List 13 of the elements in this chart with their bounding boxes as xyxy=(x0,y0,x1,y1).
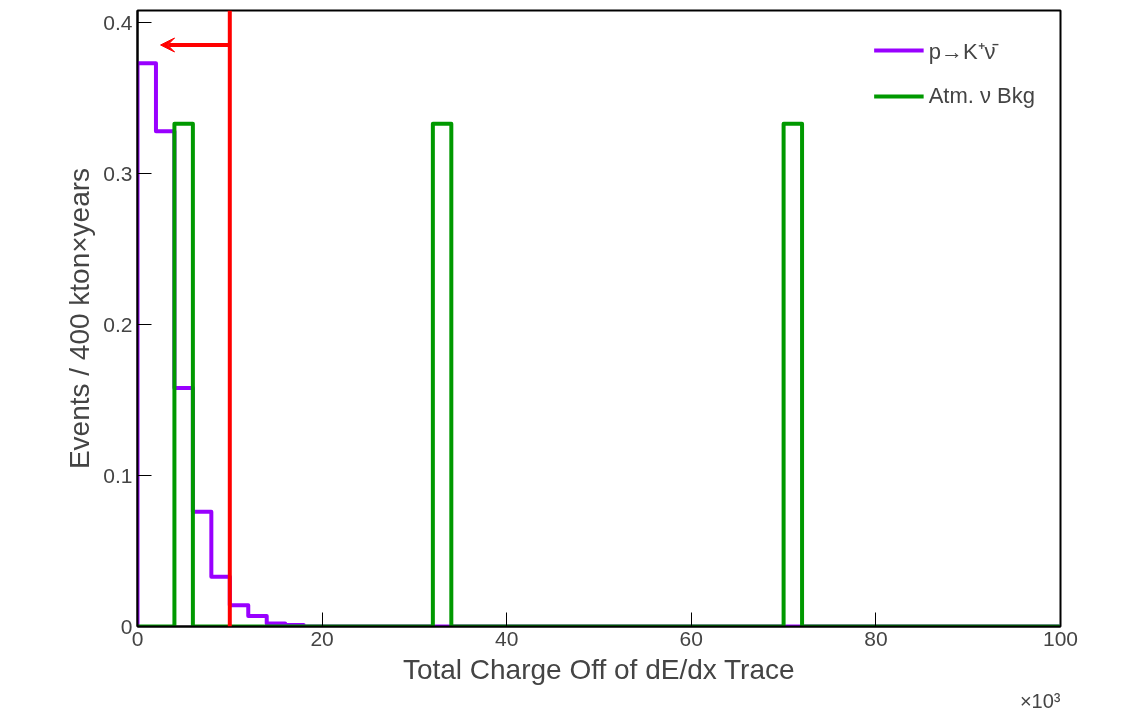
x-tick-label: 20 xyxy=(310,626,334,650)
y-tick-label: 0.3 xyxy=(103,161,133,185)
y-tick-label: 0.2 xyxy=(103,312,133,336)
legend-label: Atm. ν Bkg xyxy=(928,83,1035,109)
y-tick-label: 0.4 xyxy=(103,10,133,34)
x-tick-label: 80 xyxy=(864,626,888,650)
x-tick-label: 40 xyxy=(495,626,519,650)
x-tick-label: 100 xyxy=(1042,626,1079,650)
x-axis-title: Total Charge Off of dE/dx Trace xyxy=(402,653,795,685)
y-axis-title: Events / 400 kton×years xyxy=(64,167,96,470)
text: ×10³ xyxy=(1019,689,1061,711)
y-tick-label: 0.1 xyxy=(103,463,133,487)
x-tick-label: 60 xyxy=(679,626,703,650)
